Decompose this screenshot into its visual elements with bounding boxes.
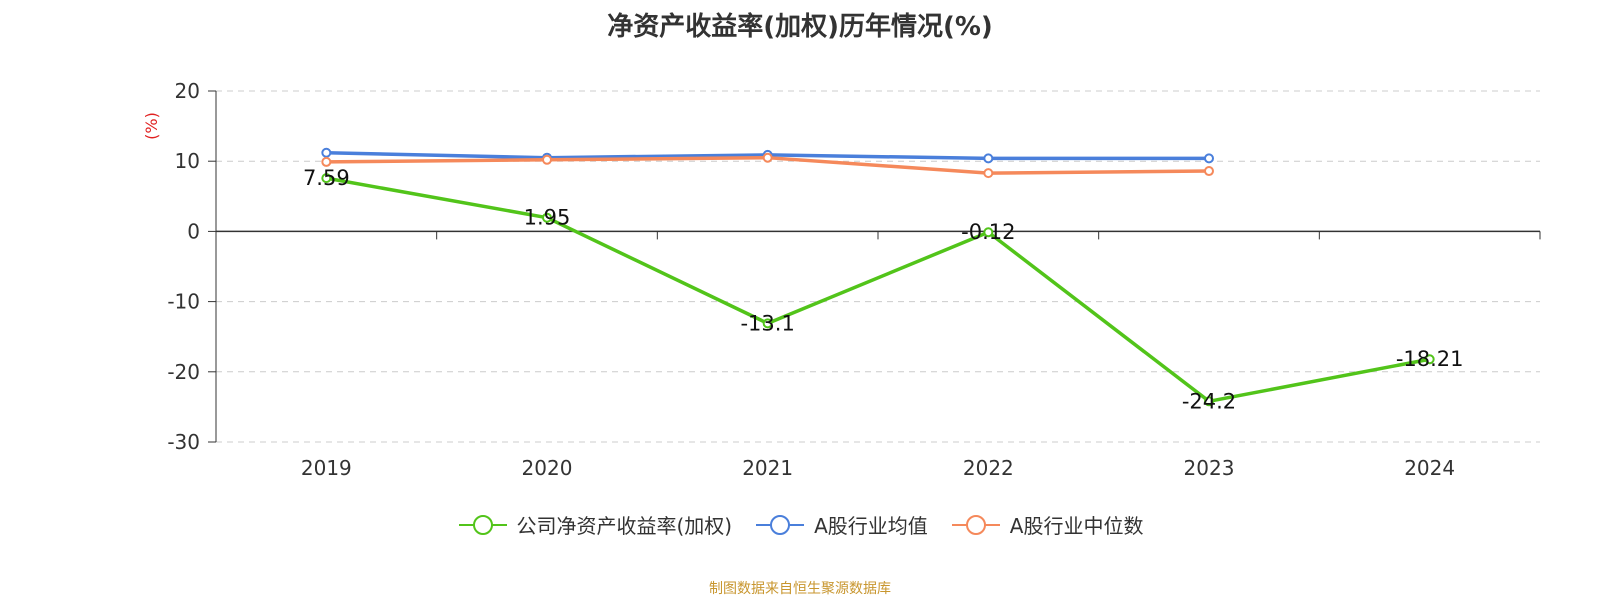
data-point <box>1204 166 1214 177</box>
x-tick-label: 2019 <box>301 456 352 480</box>
data-point <box>542 154 552 165</box>
data-point <box>983 227 994 238</box>
legend-marker <box>472 514 493 535</box>
y-axis-label: (%) <box>142 112 161 140</box>
series-lines <box>321 147 1435 407</box>
legend-line-circle-icon <box>458 514 507 535</box>
x-tick-label: 2021 <box>742 456 793 480</box>
data-point <box>542 212 552 223</box>
data-point <box>1204 396 1214 407</box>
legend-item[interactable]: A股行业中位数 <box>950 510 1144 539</box>
data-point <box>762 318 773 329</box>
legend-line-circle-icon <box>756 514 805 535</box>
data-point <box>983 153 994 164</box>
data-label: -18.21 <box>1396 347 1464 371</box>
data-label: -13.1 <box>740 311 794 335</box>
legend-label: A股行业均值 <box>814 514 928 538</box>
data-label: -24.2 <box>1182 389 1236 413</box>
x-tick-label: 2024 <box>1404 456 1455 480</box>
y-tick-label: 0 <box>187 219 200 243</box>
x-tick-label: 2023 <box>1184 456 1235 480</box>
y-tick-label: -30 <box>167 430 200 454</box>
y-tick-label: -20 <box>167 360 200 384</box>
data-label: 7.59 <box>303 166 350 190</box>
legend-item[interactable]: 公司净资产收益率(加权) <box>457 510 733 539</box>
data-point <box>983 168 994 179</box>
y-tick-label: 10 <box>175 149 200 173</box>
legend-label: 公司净资产收益率(加权) <box>516 514 733 538</box>
x-tick-label: 2022 <box>963 456 1014 480</box>
grid-lines <box>216 90 1540 443</box>
axes: 20 10 0 -10 -20 -30 2019 2020 2021 2022 2023 2024 <box>167 79 1541 480</box>
legend-marker <box>965 514 986 535</box>
data-point <box>321 147 332 158</box>
legend-label: A股行业中位数 <box>1009 514 1144 538</box>
data-labels: 7.59 1.95 -13.1 -0.12 -24.2 -18.21 <box>303 166 1464 413</box>
legend-marker <box>770 514 791 535</box>
data-point <box>1424 354 1435 365</box>
data-point <box>762 152 773 163</box>
data-point <box>1204 153 1214 164</box>
chart-title: 净资产收益率(加权)历年情况(%) <box>607 12 993 42</box>
series-line <box>326 176 1430 404</box>
data-label: 1.95 <box>524 206 571 230</box>
data-label: -0.12 <box>961 220 1015 244</box>
data-point <box>321 156 332 167</box>
data-point <box>321 173 332 184</box>
y-tick-label: -10 <box>167 290 200 314</box>
y-tick-label: 20 <box>175 79 200 103</box>
source-note: 制图数据来自恒生聚源数据库 <box>709 581 891 597</box>
legend-line-circle-icon <box>951 514 1000 535</box>
x-tick-label: 2020 <box>522 456 573 480</box>
legend-item[interactable]: A股行业均值 <box>754 510 928 539</box>
legend: 公司净资产收益率(加权) A股行业均值 A股行业中位数 <box>0 510 1600 539</box>
